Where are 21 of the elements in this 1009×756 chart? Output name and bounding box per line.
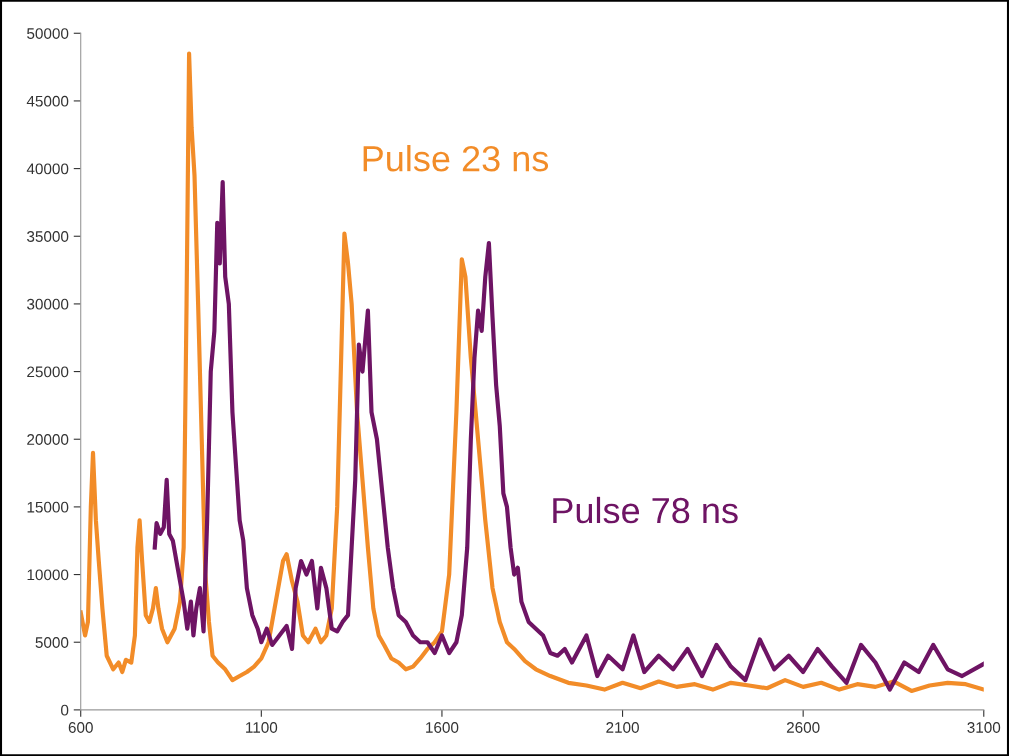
line-series	[80, 51, 984, 694]
x-tick-label: 1100	[246, 722, 278, 733]
series-label: Pulse 78 ns	[553, 496, 738, 524]
x-tick-label: 1600	[426, 722, 459, 733]
y-tick-label: 20000	[27, 434, 69, 445]
y-tick-label: 10000	[27, 569, 69, 581]
y-tick-label: 0	[61, 704, 69, 716]
y-tick-label: 50000	[27, 28, 69, 39]
y-tick-label: 5000	[35, 637, 69, 648]
y-tick-label: 15000	[27, 501, 69, 513]
line-series	[152, 180, 984, 692]
series-label: Pulse 23 ns	[363, 144, 549, 172]
x-tick-label: 2600	[786, 722, 820, 733]
y-tick-label: 25000	[27, 366, 69, 378]
x-tick-label: 2100	[606, 722, 639, 733]
y-tick-label: 30000	[27, 298, 69, 310]
x-tick-label: 600	[68, 722, 93, 733]
y-tick-label: 45000	[26, 95, 69, 107]
y-tick-label: 40000	[26, 163, 69, 175]
y-tick-label: 35000	[27, 231, 69, 242]
x-tick-label: 3100	[967, 722, 1001, 733]
